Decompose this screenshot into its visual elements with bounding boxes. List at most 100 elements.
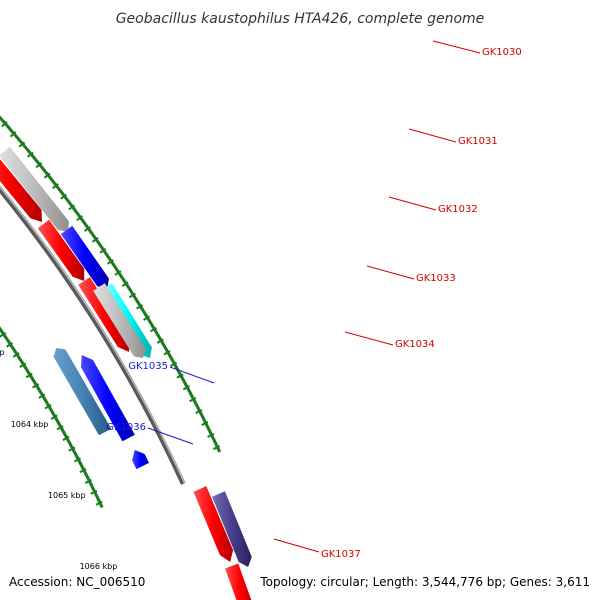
tick-mark-outer	[128, 292, 136, 299]
tick-mark-outer	[149, 326, 158, 333]
tick-mark-inner	[72, 450, 77, 454]
tick-mark-outer	[144, 313, 148, 317]
tick-mark-outer	[15, 136, 20, 140]
tick-mark-outer	[121, 281, 129, 287]
tick-mark-outer	[137, 302, 141, 306]
tick-mark-inner	[49, 409, 54, 413]
tick-mark-outer	[157, 335, 161, 339]
gene-label-gk1034[interactable]: GK1034	[395, 339, 435, 350]
tick-mark-outer	[41, 167, 46, 171]
tick-mark-inner	[95, 495, 99, 499]
gene-label-gk1032[interactable]: GK1032	[438, 204, 478, 215]
tick-mark-outer	[212, 445, 221, 450]
tick-mark-inner	[11, 347, 16, 351]
cog-arrow-gk1032	[0, 146, 69, 232]
tick-mark-inner	[84, 479, 93, 484]
tick-mark-inner	[57, 422, 61, 426]
gene-label-gk1030[interactable]: GK1030	[482, 47, 522, 58]
tick-mark-outer	[181, 377, 185, 382]
gene-label-gk1031[interactable]: GK1031	[458, 136, 498, 147]
tick-mark-outer	[203, 420, 207, 424]
gene-label-gk1035[interactable]: GK1035	[128, 361, 168, 372]
tick-mark-inner	[89, 483, 93, 487]
tick-mark-inner	[53, 416, 58, 420]
tick-mark-inner	[12, 352, 20, 358]
tick-mark-inner	[2, 333, 7, 337]
gene-arrow-gk1035	[80, 355, 135, 442]
tick-mark-outer	[184, 383, 188, 387]
tick-mark-outer	[128, 288, 132, 292]
tick-mark-outer	[162, 344, 166, 348]
tick-mark-inner	[18, 358, 23, 362]
tick-mark-outer	[195, 404, 199, 408]
tick-mark-inner	[48, 406, 53, 411]
tick-mark-inner	[52, 413, 57, 418]
gene-label-leader	[408, 128, 457, 143]
tick-mark-inner	[22, 364, 27, 368]
tick-label: 1065 kbp	[48, 491, 86, 500]
tick-mark-outer	[75, 212, 80, 216]
tick-mark-inner	[45, 401, 49, 405]
tick-mark-outer	[48, 175, 52, 180]
tick-mark-inner	[79, 463, 84, 467]
tick-mark-outer	[137, 303, 142, 307]
tick-mark-inner	[69, 444, 74, 448]
tick-mark-outer	[68, 202, 73, 207]
tick-mark-outer	[21, 143, 26, 147]
tick-mark-outer	[98, 243, 103, 248]
tick-mark-outer	[176, 373, 184, 379]
tick-mark-inner	[25, 372, 33, 379]
tick-mark-inner	[67, 439, 71, 444]
tick-mark-inner	[97, 498, 101, 503]
tick-mark-outer	[55, 184, 59, 189]
tick-label: 1063 kbp	[0, 348, 5, 357]
tick-mark-inner	[25, 368, 30, 373]
tick-mark-outer	[33, 157, 37, 161]
tick-mark-inner	[92, 489, 96, 493]
tick-mark-inner	[79, 468, 87, 474]
tick-mark-outer	[71, 206, 76, 210]
ticks-layer: 1059 kbp1060 kbp1061 kbp1062 kbp1063 kbp…	[0, 115, 222, 571]
tick-mark-outer	[18, 141, 26, 148]
gene-label-gk1037[interactable]: GK1037	[321, 549, 361, 560]
tick-mark-outer	[210, 434, 215, 438]
tick-mark-outer	[163, 346, 168, 350]
tick-mark-outer	[154, 330, 158, 334]
tick-mark-inner	[14, 351, 19, 355]
tick-mark-outer	[177, 371, 182, 375]
gene-label-gk1033[interactable]: GK1033	[416, 273, 456, 284]
tick-mark-inner	[68, 443, 73, 447]
tick-mark-outer	[93, 236, 98, 240]
tick-mark-outer	[52, 181, 57, 185]
tick-mark-outer	[118, 273, 123, 277]
tick-mark-outer	[106, 255, 111, 260]
tick-mark-outer	[201, 416, 205, 420]
gene-arrow-gk1036	[132, 450, 150, 470]
gene-label-gk1036[interactable]: GK1036	[106, 422, 146, 433]
tick-mark-outer	[73, 208, 77, 213]
tick-mark-inner	[59, 426, 64, 431]
tick-mark-outer	[125, 283, 129, 287]
tick-mark-inner	[28, 374, 33, 378]
tick-mark-outer	[81, 219, 85, 223]
tick-mark-inner	[58, 424, 63, 428]
tick-mark-outer	[15, 135, 19, 139]
tick-mark-outer	[91, 237, 99, 243]
tick-mark-inner	[77, 459, 81, 463]
tick-mark-outer	[149, 322, 154, 326]
tick-mark-inner	[45, 402, 50, 406]
tick-mark-inner	[95, 500, 103, 506]
tick-mark-outer	[61, 193, 66, 197]
tick-mark-outer	[146, 317, 151, 321]
tick-mark-outer	[183, 381, 187, 386]
tick-mark-outer	[147, 318, 151, 322]
tick-mark-inner	[3, 334, 7, 339]
tick-mark-inner	[86, 478, 91, 482]
tick-mark-inner	[67, 441, 72, 445]
tick-mark-inner	[19, 362, 27, 368]
tick-mark-outer	[205, 425, 210, 429]
tick-mark-inner	[64, 435, 69, 439]
tick-mark-inner	[10, 345, 15, 350]
tick-mark-inner	[31, 379, 36, 383]
